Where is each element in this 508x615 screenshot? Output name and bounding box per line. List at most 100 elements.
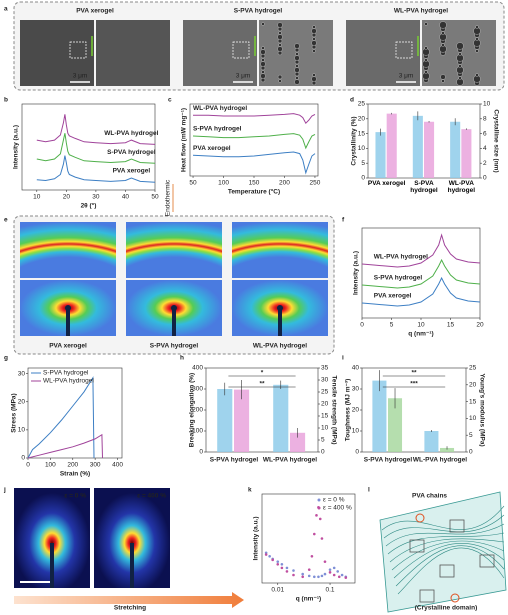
y2-tick-label: 35 [321,365,329,372]
y-tick-label: 10 [352,428,360,435]
line-series [192,151,316,175]
significance: * [261,370,264,377]
y2-tick-label: 6 [483,130,487,137]
y-axis-label: Stress (MPa) [11,393,18,432]
point [313,575,316,579]
y-axis-label: Crystallinity (%) [351,116,358,165]
pattern-caption: WL-PVA hydrogel [253,343,307,350]
callout [450,593,460,603]
category-label: S-PVA hydrogel [410,180,437,194]
chain [389,538,505,563]
y2-tick-label: 0 [469,449,473,456]
point [320,574,324,578]
y-axis-label: Breaking elongation (%) [189,373,196,447]
series-label: PVA xerogel [113,168,151,175]
pore [311,76,317,82]
plot-frame [27,367,123,459]
y-tick-label: 25 [358,101,366,108]
y2-axis-label: Crystalline size (nm) [492,109,499,172]
point [280,563,284,566]
pore [261,46,265,50]
x-axis-label: 2θ (°) [81,202,97,210]
point [280,566,284,570]
point [285,570,289,573]
sem-image [183,20,257,86]
chain [393,543,505,579]
y-tick-label: 0 [199,449,203,456]
x-axis-label: Strain (%) [60,471,90,478]
y2-tick-label: 10 [483,101,491,108]
point [268,555,271,558]
point [344,576,348,579]
point [323,560,327,563]
pore [424,58,428,62]
pore [278,31,282,35]
point [285,566,289,570]
x-axis-label: q (nm⁻¹) [408,331,433,338]
pore [294,67,300,73]
sem-image [346,20,420,86]
pore [456,42,464,50]
panel-label: d [350,97,354,104]
chain [391,540,505,571]
crystal-domain [479,554,495,568]
sem-zoom [96,20,170,86]
strain-label: ε = 0 % [64,493,86,500]
pore [312,25,316,29]
bar [290,432,306,452]
line-series [36,133,156,164]
pore [312,37,316,41]
annotation: Endothermic [165,179,172,216]
significance: ** [259,381,265,388]
chain [383,514,505,539]
point [264,551,268,555]
x-axis-label: Temperature (°C) [228,188,280,196]
y-tick-label: 0 [355,449,359,456]
callout [415,513,425,523]
point [328,568,332,571]
significance: ** [411,370,417,377]
scale-bar-label: 3 μm [399,73,414,80]
y-axis-label: Toughness (MJ m⁻³) [345,379,352,442]
pore [441,31,445,35]
pattern-caption: S-PVA hydrogel [150,343,199,350]
bar [386,113,397,178]
point [292,573,295,577]
line-series [361,258,481,289]
pore [294,43,300,49]
y-axis-label: Intensity (a.u.) [13,125,20,169]
pore [475,73,479,77]
y2-tick-label: 10 [469,415,477,422]
y-tick-label: 15 [358,130,366,137]
point [264,553,268,556]
panel-label: g [4,355,8,362]
bar [372,380,387,452]
pore [424,70,428,74]
y2-tick-label: 20 [321,401,329,408]
significance: *** [410,381,418,388]
pore [475,49,479,53]
line-series [192,133,316,150]
point [318,517,322,521]
panel-label: a [4,6,8,13]
bar [217,389,233,452]
zoom-box [395,41,413,59]
x-tick-label: 10 [33,194,41,201]
y2-axis-label: Tensile strength (MPa) [330,375,337,444]
legend-label: ε = 400 % [323,505,352,512]
y-tick-label: 300 [192,386,203,393]
waxs-image [20,222,116,278]
y2-tick-label: 8 [483,116,487,123]
x-tick-label: WL-PVA hydrogel [447,180,476,194]
panel-label: f [342,217,345,224]
plot-frame [261,493,356,584]
y-tick-label: 30 [352,386,360,393]
y2-tick-label: 0 [321,449,325,456]
x-tick-label: 10 [417,322,425,329]
pore [261,70,265,74]
plot-frame [21,103,156,191]
x-tick-label: 0.01 [271,587,284,594]
pore [458,52,462,56]
legend-swatch [317,506,321,510]
panel-label: l [368,487,370,494]
